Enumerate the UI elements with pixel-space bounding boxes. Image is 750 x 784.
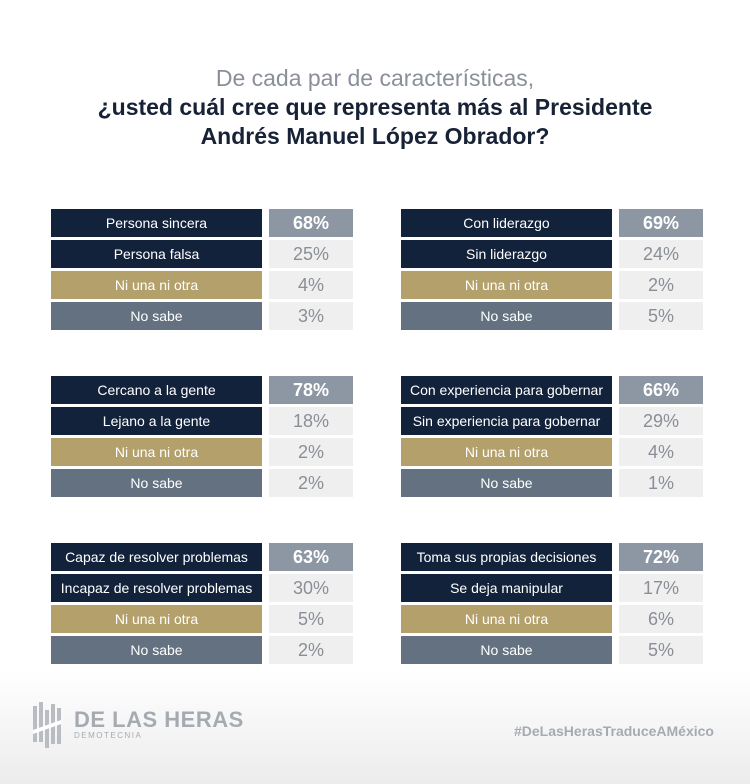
table-row: Con experiencia para gobernar 66% [401,376,703,404]
hashtag: #DeLasHerasTraduceAMéxico [514,723,714,739]
table-row: Ni una ni otra 4% [401,438,703,466]
row-value: 69% [619,209,703,237]
row-label: Persona sincera [51,209,262,237]
brand-subtitle: DEMOTECNIA [74,731,143,740]
table-row: No sabe 5% [401,302,703,330]
brand-text: DE LAS HERAS DEMOTECNIA [74,709,244,741]
table-row: Ni una ni otra 2% [401,271,703,299]
row-label: Ni una ni otra [51,438,262,466]
row-label: Se deja manipular [401,574,612,602]
row-label: Ni una ni otra [51,605,262,633]
row-value: 25% [269,240,353,268]
row-value: 5% [619,302,703,330]
table-row: Persona falsa 25% [51,240,353,268]
row-value: 78% [269,376,353,404]
row-label: Ni una ni otra [51,271,262,299]
table-row: Cercano a la gente 78% [51,376,353,404]
row-label: Con liderazgo [401,209,612,237]
row-value: 24% [619,240,703,268]
row-label: Ni una ni otra [401,605,612,633]
table-row: Toma sus propias decisiones 72% [401,543,703,571]
row-value: 4% [269,271,353,299]
row-value: 63% [269,543,353,571]
table-row: No sabe 2% [51,636,353,664]
row-value: 2% [269,636,353,664]
title-line-1: De cada par de características, [215,65,535,91]
row-label: Incapaz de resolver problemas [51,574,262,602]
row-value: 18% [269,407,353,435]
row-label: No sabe [401,636,612,664]
title-line-3: Andrés Manuel López Obrador? [200,123,550,149]
panel-decisiones: Toma sus propias decisiones 72% Se deja … [401,543,703,667]
table-row: Ni una ni otra 5% [51,605,353,633]
row-label: Lejano a la gente [51,407,262,435]
row-label: Ni una ni otra [401,438,612,466]
table-row: Con liderazgo 69% [401,209,703,237]
table-row: Sin liderazgo 24% [401,240,703,268]
row-label: Sin liderazgo [401,240,612,268]
row-label: No sabe [51,469,262,497]
table-row: No sabe 2% [51,469,353,497]
brand-logo: DE LAS HERAS DEMOTECNIA [32,700,244,750]
row-label: Cercano a la gente [51,376,262,404]
row-label: Persona falsa [51,240,262,268]
row-label: No sabe [401,302,612,330]
row-value: 66% [619,376,703,404]
table-row: No sabe 3% [51,302,353,330]
table-row: Ni una ni otra 6% [401,605,703,633]
row-value: 5% [619,636,703,664]
row-value: 6% [619,605,703,633]
row-label: Capaz de resolver problemas [51,543,262,571]
row-value: 4% [619,438,703,466]
row-label: Sin experiencia para gobernar [401,407,612,435]
table-row: Lejano a la gente 18% [51,407,353,435]
panel-sinceridad: Persona sincera 68% Persona falsa 25% Ni… [51,209,353,333]
table-row: Ni una ni otra 2% [51,438,353,466]
panel-resolver-problemas: Capaz de resolver problemas 63% Incapaz … [51,543,353,667]
row-value: 2% [269,469,353,497]
row-value: 17% [619,574,703,602]
panel-experiencia: Con experiencia para gobernar 66% Sin ex… [401,376,703,500]
row-value: 2% [269,438,353,466]
table-row: No sabe 5% [401,636,703,664]
row-label: Toma sus propias decisiones [401,543,612,571]
row-value: 68% [269,209,353,237]
table-row: Incapaz de resolver problemas 30% [51,574,353,602]
row-value: 29% [619,407,703,435]
row-label: Con experiencia para gobernar [401,376,612,404]
table-row: Ni una ni otra 4% [51,271,353,299]
title-line-2: ¿usted cuál cree que representa más al P… [97,94,653,120]
row-label: Ni una ni otra [401,271,612,299]
row-value: 2% [619,271,703,299]
table-row: Capaz de resolver problemas 63% [51,543,353,571]
title-block: De cada par de características, ¿usted c… [0,64,750,151]
row-label: No sabe [401,469,612,497]
table-row: Se deja manipular 17% [401,574,703,602]
table-row: No sabe 1% [401,469,703,497]
row-label: No sabe [51,636,262,664]
de-las-heras-logo-icon [33,702,61,748]
table-row: Sin experiencia para gobernar 29% [401,407,703,435]
row-value: 30% [269,574,353,602]
panel-cercania: Cercano a la gente 78% Lejano a la gente… [51,376,353,500]
table-row: Persona sincera 68% [51,209,353,237]
row-value: 5% [269,605,353,633]
panel-liderazgo: Con liderazgo 69% Sin liderazgo 24% Ni u… [401,209,703,333]
brand-name: DE LAS HERAS [74,707,244,732]
footer-background [0,670,750,784]
row-value: 3% [269,302,353,330]
row-value: 72% [619,543,703,571]
row-label: No sabe [51,302,262,330]
row-value: 1% [619,469,703,497]
